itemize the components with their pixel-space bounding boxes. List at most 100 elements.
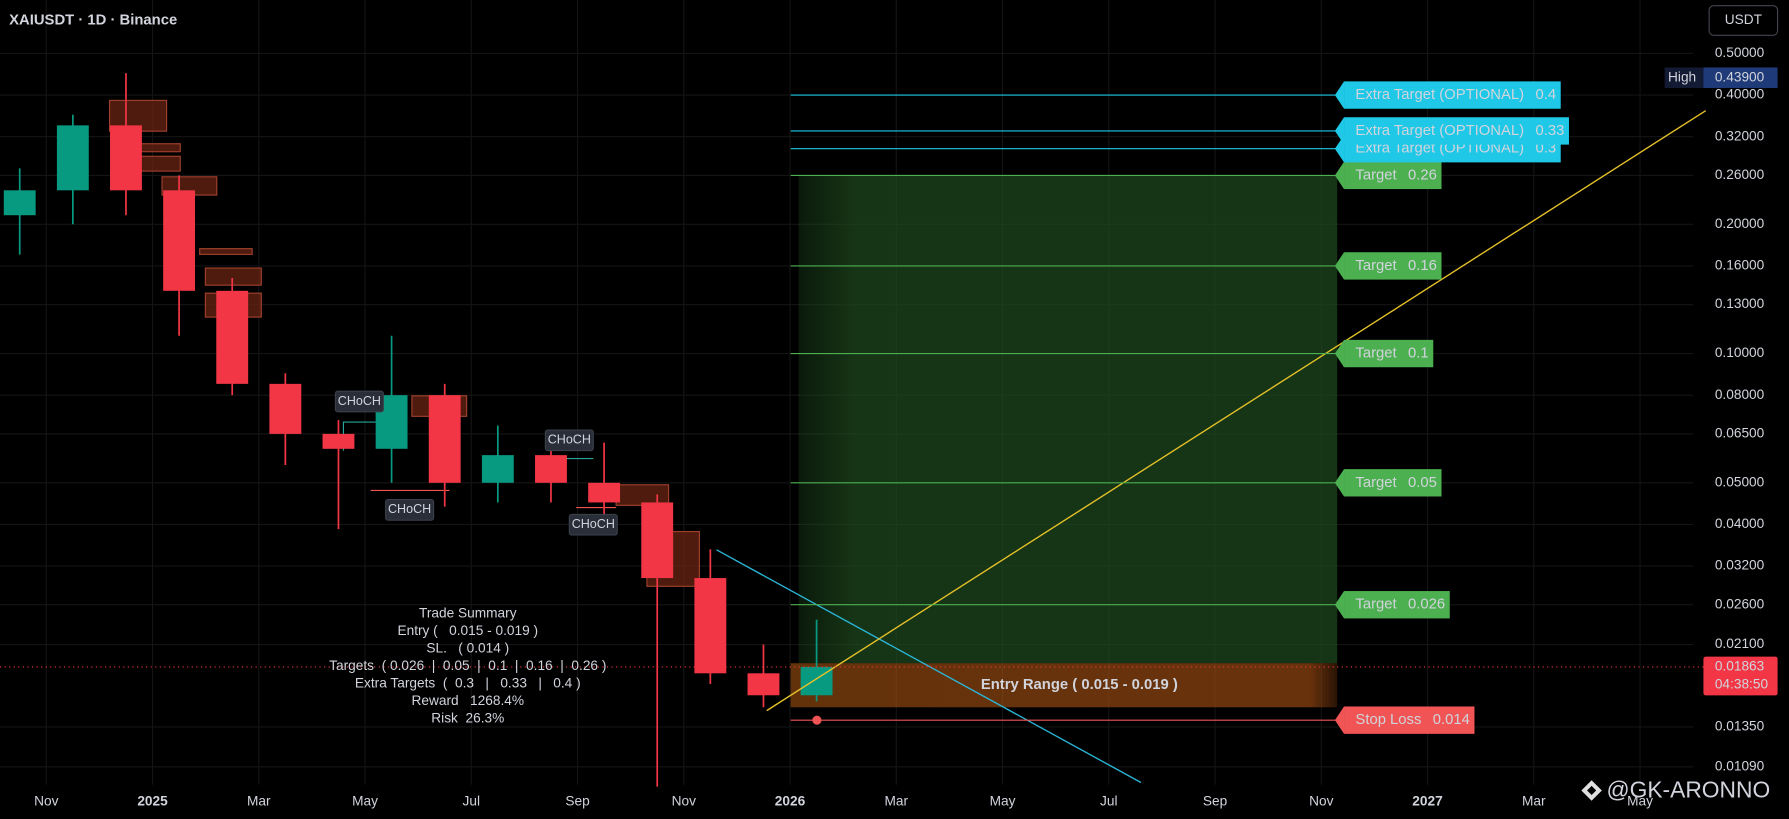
x-tick-label: 2026 (775, 794, 806, 809)
level-tag: Extra Target (OPTIONAL) 0.4 (1334, 81, 1561, 109)
candle-body (322, 433, 355, 449)
x-tick-label: Sep (1203, 794, 1228, 809)
candle-body (269, 383, 302, 434)
axes: 0.500000.400000.320000.260000.200000.160… (34, 45, 1778, 809)
trendline (716, 549, 1142, 784)
x-tick-label: 2027 (1412, 794, 1442, 809)
watermark: @GK-ARONNO (1581, 777, 1770, 803)
currency-button[interactable] (1708, 5, 1779, 36)
tag-text: Target 0.1 (1355, 345, 1428, 361)
y-tick-label: 0.02600 (1715, 596, 1765, 611)
tag-box (1344, 706, 1475, 734)
x-tick-label: Jul (463, 794, 480, 809)
y-tick-label: 0.10000 (1715, 345, 1765, 360)
y-tick-label: 0.05000 (1715, 474, 1765, 489)
candle-body (535, 455, 567, 483)
choch-label: CHoCH (388, 502, 431, 516)
tag-text: Stop Loss 0.014 (1355, 712, 1469, 728)
tag-value: 0.4 (1536, 87, 1557, 103)
tag-name: Stop Loss (1355, 712, 1421, 728)
tag-pointer (1334, 161, 1345, 190)
chart-title: XAIUSDT · 1D · Binance (9, 12, 177, 28)
x-tick-label: Sep (565, 794, 590, 809)
choch-label: CHoCH (548, 433, 591, 447)
tag-name: Target (1355, 167, 1397, 183)
order-block (615, 484, 670, 506)
candle-body (163, 190, 196, 291)
level-tag: Target 0.16 (1334, 252, 1442, 280)
candle-body (694, 578, 727, 674)
tag-pointer (1334, 469, 1345, 497)
y-tick-label: 0.02100 (1715, 636, 1765, 651)
tag-name: Extra Target (OPTIONAL) (1355, 87, 1524, 103)
tag-pointer (1334, 591, 1345, 619)
tag-text: Extra Target (OPTIONAL) 0.3 (1355, 141, 1556, 157)
tag-value: 0.33 (1536, 123, 1565, 139)
tag-value: 0.3 (1536, 141, 1557, 157)
countdown: 04:38:50 (1715, 677, 1769, 692)
y-tick-label: 0.32000 (1715, 128, 1765, 143)
tag-text: Target 0.26 (1355, 167, 1437, 183)
candle-body (481, 455, 514, 483)
candle-body (641, 502, 674, 579)
tag-pointer (1334, 81, 1345, 109)
x-tick-label: 2025 (137, 794, 168, 809)
y-tick-label: 0.16000 (1715, 258, 1765, 273)
y-tick-label: 0.20000 (1715, 216, 1765, 231)
trade-summary-line: Extra Targets ( 0.3 | 0.33 | 0.4 ) (355, 676, 581, 691)
tag-name: Extra Target (OPTIONAL) (1355, 141, 1524, 157)
tag-text: Target 0.05 (1355, 475, 1437, 491)
tag-pointer (1334, 339, 1345, 368)
level-tag: Stop Loss 0.014 (1334, 706, 1475, 734)
level-tag: Extra Target (OPTIONAL) 0.33 (1334, 117, 1569, 145)
candle-body (216, 290, 249, 384)
candle-body (110, 125, 142, 191)
y-tick-label: 0.01090 (1715, 758, 1765, 773)
last-price-label: 0.01863 (1715, 659, 1764, 674)
choch-box (385, 499, 435, 521)
tag-value: 0.026 (1408, 597, 1445, 613)
candle-body (747, 673, 780, 696)
high-name: High (1668, 69, 1696, 84)
y-tick-label: 0.26000 (1715, 167, 1765, 182)
x-tick-label: May (1627, 794, 1653, 809)
candle-body (56, 125, 89, 191)
trade-summary-line: Reward 1268.4% (412, 693, 524, 708)
choch-box (334, 390, 384, 413)
tag-box (1344, 469, 1442, 497)
tag-text: Target 0.16 (1355, 258, 1437, 274)
zones (790, 175, 1338, 708)
y-tick-label: 0.03200 (1715, 558, 1765, 573)
y-tick-label: 0.06500 (1715, 425, 1765, 440)
last-price-box (1703, 656, 1778, 696)
tag-value: 0.26 (1408, 167, 1437, 183)
tag-value: 0.014 (1433, 712, 1470, 728)
tag-name: Target (1355, 258, 1397, 274)
high-name-box (1664, 67, 1704, 88)
y-tick-label: 0.01350 (1715, 719, 1765, 734)
entry-zone (790, 663, 1338, 708)
tag-pointer (1334, 135, 1345, 163)
x-tick-label: Mar (247, 794, 271, 809)
trade-summary-line: Risk 26.3% (431, 711, 504, 726)
y-tick-label: 0.04000 (1715, 516, 1765, 531)
tag-pointer (1334, 117, 1345, 145)
order-block (204, 267, 262, 286)
level-tag: Target 0.026 (1334, 591, 1450, 619)
trade-summary-line: Entry ( 0.015 - 0.019 ) (397, 623, 538, 638)
tag-name: Target (1355, 475, 1397, 491)
tag-name: Target (1355, 345, 1397, 361)
x-tick-label: May (990, 794, 1016, 809)
tag-pointer (1334, 252, 1345, 280)
tag-pointer (1334, 706, 1345, 734)
tag-name: Extra Target (OPTIONAL) (1355, 123, 1524, 139)
tag-box (1344, 339, 1434, 368)
entry-range-label: Entry Range ( 0.015 - 0.019 ) (981, 677, 1178, 693)
tag-text: Target 0.026 (1355, 597, 1445, 613)
tag-box (1344, 252, 1442, 280)
choch-label: CHoCH (338, 394, 381, 408)
currency[interactable]: USDT (1725, 12, 1763, 27)
trendline (766, 110, 1707, 712)
tag-box (1344, 81, 1561, 109)
